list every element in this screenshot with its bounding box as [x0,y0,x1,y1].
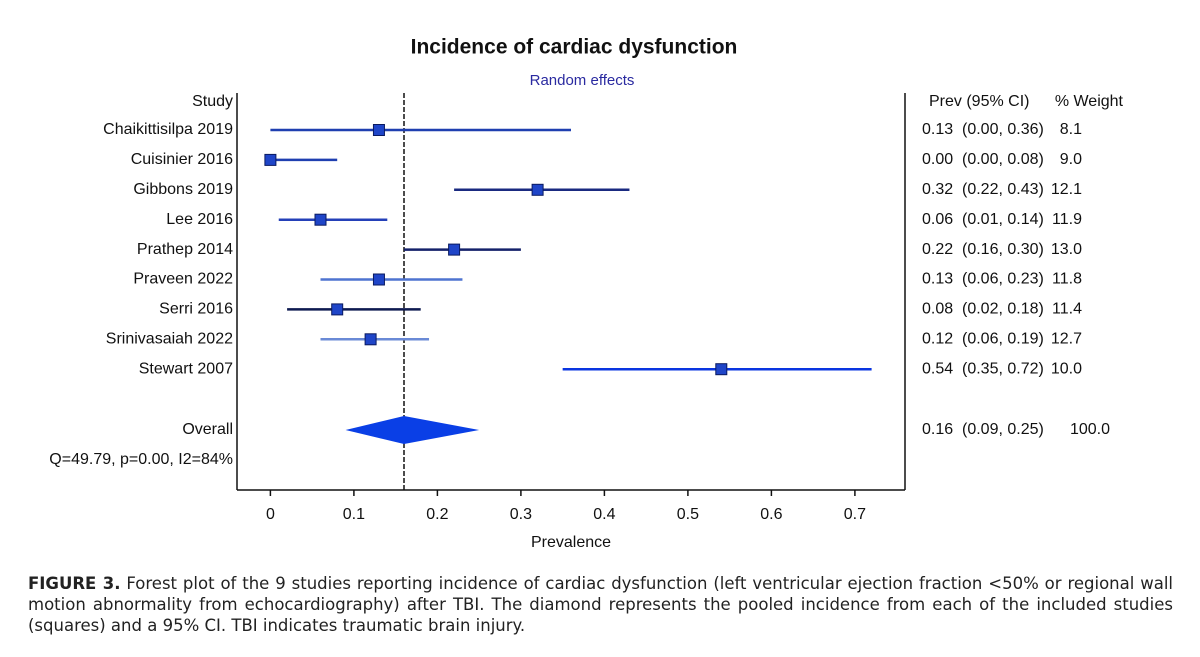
study-label: Srinivasaiah 2022 [106,331,233,348]
estimate-value: 0.00 [922,151,953,168]
x-tick-label: 0.5 [677,506,699,523]
x-tick-label: 0.6 [760,506,782,523]
weight-value: 100.0 [1070,421,1110,438]
study-label: Overall [182,421,233,438]
x-tick-label: 0 [266,506,275,523]
weight-value: 12.7 [1051,331,1082,348]
estimate-ci: (0.06, 0.23) [962,271,1044,288]
study-label: Stewart 2007 [139,360,233,377]
column-header: Study [192,93,233,110]
estimate-square [715,363,728,376]
estimate-square [314,213,327,226]
column-header: Prev (95% CI) [929,93,1029,110]
x-axis-label: Prevalence [531,534,611,551]
estimate-square [364,333,377,346]
estimate-ci: (0.06, 0.19) [962,331,1044,348]
estimate-square [448,243,461,256]
study-label: Chaikittisilpa 2019 [103,121,233,138]
estimate-square [264,153,277,166]
x-tick-label: 0.7 [844,506,866,523]
estimate-ci: (0.09, 0.25) [962,421,1044,438]
estimate-value: 0.13 [922,121,953,138]
heterogeneity: Q=49.79, p=0.00, I2=84% [49,451,233,468]
chart: Incidence of cardiac dysfunction Random … [49,36,1124,552]
weight-value: 13.0 [1051,241,1082,258]
weight-value: 11.8 [1052,271,1082,288]
weight-value: 11.9 [1052,211,1082,228]
study-label: Prathep 2014 [137,241,233,258]
study-label: Serri 2016 [159,301,233,318]
estimate-ci: (0.01, 0.14) [962,211,1044,228]
estimate-square [372,124,385,136]
x-tick-label: 0.1 [343,506,365,523]
estimate-value: 0.54 [922,360,953,377]
estimate-value: 0.22 [922,241,953,258]
estimate-ci: (0.02, 0.18) [962,301,1044,318]
weight-value: 10.0 [1051,360,1082,377]
column-header: % Weight [1055,93,1124,110]
x-tick-label: 0.2 [426,506,448,523]
estimate-ci: (0.35, 0.72) [962,360,1044,377]
estimate-square [531,183,544,196]
estimate-value: 0.12 [922,331,953,348]
overall-diamond [345,416,480,444]
study-label: Gibbons 2019 [133,181,233,198]
x-tick-label: 0.4 [593,506,615,523]
weight-value: 9.0 [1060,151,1082,168]
weight-value: 11.4 [1052,301,1082,318]
study-label: Lee 2016 [166,211,233,228]
estimate-ci: (0.00, 0.36) [962,121,1044,138]
chart-title: Incidence of cardiac dysfunction [411,36,738,59]
estimate-value: 0.32 [922,181,953,198]
study-label: Cuisinier 2016 [131,151,233,168]
caption-label: FIGURE 3. [28,574,121,593]
estimate-value: 0.13 [922,271,953,288]
chart-subtitle: Random effects [530,72,635,89]
estimate-ci: (0.00, 0.08) [962,151,1044,168]
estimate-value: 0.06 [922,211,953,228]
estimate-value: 0.16 [922,421,953,438]
estimate-value: 0.08 [922,301,953,318]
caption-text: Forest plot of the 9 studies reporting i… [28,574,1173,635]
study-label: Praveen 2022 [133,271,233,288]
estimate-square [331,303,344,316]
caption: FIGURE 3. Forest plot of the 9 studies r… [28,573,1173,636]
x-tick-label: 0.3 [510,506,532,523]
estimate-ci: (0.22, 0.43) [962,181,1044,198]
estimate-square [372,273,385,286]
estimate-ci: (0.16, 0.30) [962,241,1044,258]
weight-value: 12.1 [1051,181,1082,198]
weight-value: 8.1 [1060,121,1082,138]
